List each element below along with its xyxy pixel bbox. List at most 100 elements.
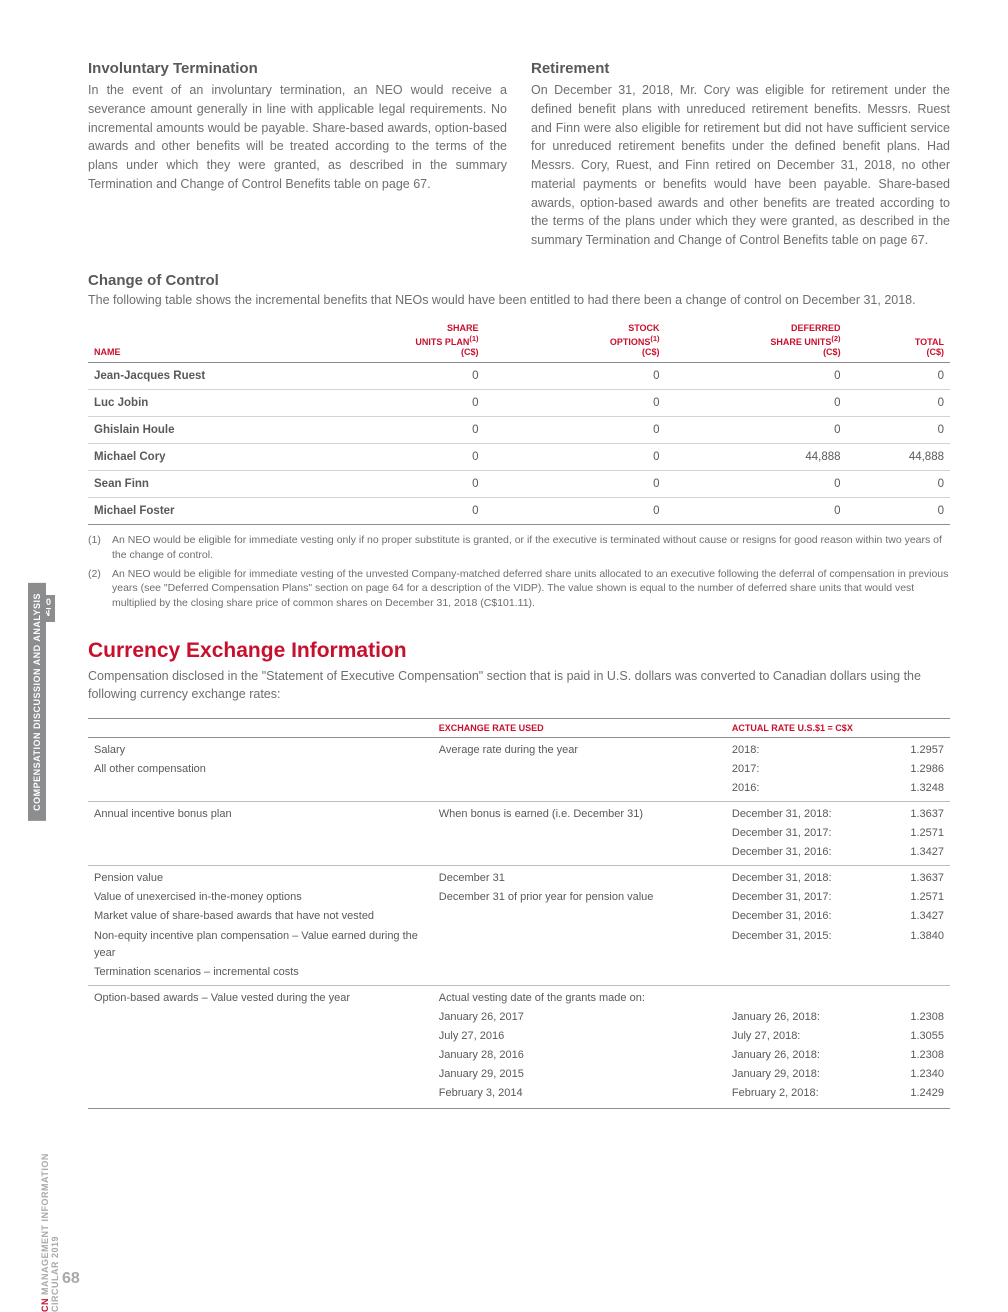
table-cell: 0 [847,390,950,417]
table-cell: January 26, 2018: [726,1046,864,1065]
table-cell: December 31, 2017: [726,888,864,907]
table-row: SalaryAverage rate during the year2018:1… [88,738,950,761]
top-two-columns: Involuntary Termination In the event of … [88,60,950,250]
table-cell: 1.2308 [864,1046,950,1065]
footnote: (1) An NEO would be eligible for immediat… [88,533,950,562]
table-cell: Pension value [88,866,433,889]
table-cell: 1.3055 [864,1027,950,1046]
table-cell: 1.2986 [864,760,950,779]
table-row: Value of unexercised in-the-money option… [88,888,950,907]
table-cell: February 2, 2018: [726,1084,864,1109]
sidebar-doc-main: MANAGEMENT INFORMATION CIRCULAR 2019 [40,1153,60,1312]
table-cell [88,1084,433,1109]
table-cell [88,1065,433,1084]
table-row: January 26, 2017January 26, 2018:1.2308 [88,1008,950,1027]
table-cell: 0 [847,498,950,525]
sidebar-section-label: COMPENSATION DISCUSSION AND ANALYSIS [28,583,46,821]
table-row: Market value of share-based awards that … [88,907,950,926]
table-cell: Michael Foster [88,498,304,525]
table-cell: 0 [847,471,950,498]
table-cell: 0 [304,471,485,498]
footnote-num: (1) [88,533,104,562]
table-cell: Salary [88,738,433,761]
table-row: December 31, 2017:1.2571 [88,824,950,843]
table-cell: January 28, 2016 [433,1046,726,1065]
coc-footnotes: (1) An NEO would be eligible for immediat… [88,533,950,610]
table-row: February 3, 2014February 2, 2018:1.2429 [88,1084,950,1109]
table-cell: Termination scenarios – incremental cost… [88,963,433,986]
table-row: Jean-Jacques Ruest0000 [88,363,950,390]
table-cell: 0 [304,390,485,417]
table-row: Pension valueDecember 31December 31, 201… [88,866,950,889]
coc-intro: The following table shows the incrementa… [88,293,950,307]
table-cell: 2016: [726,779,864,802]
table-row: July 27, 2016July 27, 2018:1.3055 [88,1027,950,1046]
coc-th-stock: STOCKOPTIONS(1)(C$) [485,319,666,363]
table-cell: 1.3427 [864,843,950,866]
table-cell: 0 [304,363,485,390]
table-row: Non-equity incentive plan compensation –… [88,927,950,963]
table-cell: December 31, 2017: [726,824,864,843]
exch-th-1 [88,719,433,738]
table-cell: December 31 [433,866,726,889]
table-cell [433,824,726,843]
table-cell: 1.3248 [864,779,950,802]
footnote-num: (2) [88,567,104,611]
table-cell: 0 [666,498,847,525]
table-cell: December 31 of prior year for pension va… [433,888,726,907]
table-cell: 0 [485,471,666,498]
table-cell: December 31, 2016: [726,907,864,926]
table-cell: Annual incentive bonus plan [88,802,433,825]
table-row: All other compensation2017:1.2986 [88,760,950,779]
table-cell: December 31, 2018: [726,802,864,825]
exchange-intro: Compensation disclosed in the "Statement… [88,667,950,705]
table-cell: 0 [485,444,666,471]
table-cell: 0 [666,363,847,390]
exchange-title: Currency Exchange Information [88,639,950,663]
table-row: Annual incentive bonus planWhen bonus is… [88,802,950,825]
footnote-text: An NEO would be eligible for immediate v… [112,533,950,562]
table-cell: Michael Cory [88,444,304,471]
table-cell: 44,888 [666,444,847,471]
coc-th-name: NAME [88,319,304,363]
table-cell [726,985,864,1008]
table-cell [433,963,726,986]
table-row: Option-based awards – Value vested durin… [88,985,950,1008]
footnote: (2)An NEO would be eligible for immediat… [88,567,950,611]
table-cell: Luc Jobin [88,390,304,417]
coc-table: NAME SHAREUNITS PLAN(1)(C$) STOCKOPTIONS… [88,319,950,525]
table-cell: 0 [847,417,950,444]
sidebar: 100 CN COMPENSATION DISCUSSION AND ANALY… [28,0,58,1312]
retirement-col: Retirement On December 31, 2018, Mr. Cor… [531,60,950,250]
table-cell: December 31, 2015: [726,927,864,963]
table-row: December 31, 2016:1.3427 [88,843,950,866]
sidebar-doc-label: CN MANAGEMENT INFORMATION CIRCULAR 2019 [40,1110,60,1312]
table-row: Ghislain Houle0000 [88,417,950,444]
table-cell: 0 [666,417,847,444]
table-cell: January 26, 2018: [726,1008,864,1027]
table-row: Termination scenarios – incremental cost… [88,963,950,986]
exch-th-3: ACTUAL RATE U.S.$1 = C$X [726,719,864,738]
table-cell: 1.3840 [864,927,950,963]
table-cell [88,843,433,866]
table-cell [88,1046,433,1065]
table-cell: 1.2571 [864,888,950,907]
exch-th-2: EXCHANGE RATE USED [433,719,726,738]
table-cell [88,824,433,843]
table-cell [88,779,433,802]
table-cell: 0 [666,471,847,498]
table-cell: Average rate during the year [433,738,726,761]
coc-title: Change of Control [88,272,950,289]
table-cell: 2018: [726,738,864,761]
involuntary-col: Involuntary Termination In the event of … [88,60,507,250]
table-cell [88,1008,433,1027]
table-cell: Market value of share-based awards that … [88,907,433,926]
table-row: 2016:1.3248 [88,779,950,802]
coc-th-share: SHAREUNITS PLAN(1)(C$) [304,319,485,363]
table-row: January 29, 2015January 29, 2018:1.2340 [88,1065,950,1084]
table-cell: 1.2429 [864,1084,950,1109]
table-row: Sean Finn0000 [88,471,950,498]
table-cell [726,963,864,986]
retirement-title: Retirement [531,60,950,77]
table-cell: 0 [847,363,950,390]
